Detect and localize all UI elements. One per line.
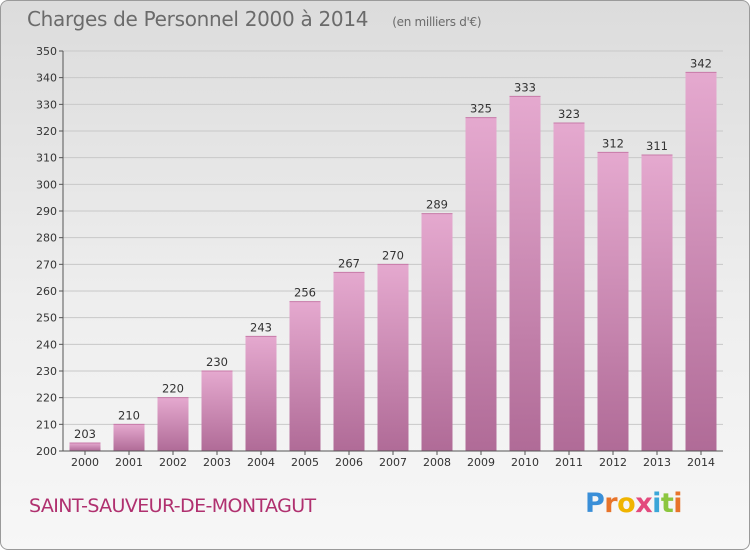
data-label: 333 bbox=[514, 80, 536, 94]
x-tick-label: 2011 bbox=[555, 456, 583, 469]
y-tick-label: 240 bbox=[36, 338, 57, 351]
x-tick-label: 2014 bbox=[687, 456, 715, 469]
y-tick-label: 340 bbox=[36, 72, 57, 85]
y-tick-labels: 200 210 220 230 240 250 260 270 280 290 300 310 320 3… bbox=[36, 45, 57, 458]
y-tick-label: 230 bbox=[36, 365, 57, 378]
data-label: 203 bbox=[74, 427, 96, 441]
bar bbox=[201, 371, 233, 451]
bar bbox=[289, 301, 321, 451]
x-tick-label: 2012 bbox=[599, 456, 627, 469]
y-tick-label: 270 bbox=[36, 258, 57, 271]
bars bbox=[69, 71, 717, 452]
chart-title: Charges de Personnel 2000 à 2014 bbox=[27, 7, 369, 31]
bar bbox=[421, 213, 453, 451]
data-labels: 203 210 220 230 243 256 267 270 289 325 333 323 312 3… bbox=[74, 56, 712, 441]
chart-title-row: Charges de Personnel 2000 à 2014 (en mil… bbox=[27, 7, 482, 31]
logo-letter: i bbox=[652, 488, 661, 519]
data-label: 270 bbox=[382, 248, 404, 262]
x-tick-label: 2000 bbox=[71, 456, 99, 469]
y-tick-label: 330 bbox=[36, 98, 57, 111]
y-tick-label: 210 bbox=[36, 418, 57, 431]
logo-letter: i bbox=[673, 488, 683, 519]
data-label: 312 bbox=[602, 136, 624, 150]
x-tick-label: 2006 bbox=[335, 456, 363, 469]
bar bbox=[157, 397, 189, 451]
bar bbox=[113, 424, 145, 451]
data-label: 342 bbox=[690, 56, 712, 70]
bar bbox=[333, 272, 365, 451]
x-tick-label: 2004 bbox=[247, 456, 275, 469]
data-label: 210 bbox=[118, 408, 140, 422]
bar bbox=[597, 152, 629, 452]
logo-letter: r bbox=[604, 488, 618, 519]
proxiti-logo: Proxiti bbox=[585, 488, 683, 519]
logo-letter: x bbox=[635, 488, 653, 519]
y-tick-label: 200 bbox=[36, 445, 57, 458]
bar bbox=[377, 264, 409, 451]
logo-letter: o bbox=[617, 488, 636, 519]
y-tick-label: 280 bbox=[36, 232, 57, 245]
bar bbox=[685, 72, 717, 451]
data-label: 267 bbox=[338, 256, 360, 270]
bar bbox=[641, 155, 673, 451]
y-tick-label: 320 bbox=[36, 125, 57, 138]
bar bbox=[465, 117, 497, 452]
y-tick-label: 290 bbox=[36, 205, 57, 218]
bar bbox=[553, 123, 585, 451]
data-label: 220 bbox=[162, 382, 184, 396]
bar bbox=[245, 336, 277, 451]
logo-letter: t bbox=[660, 488, 674, 519]
data-label: 243 bbox=[250, 320, 272, 334]
x-tick-label: 2010 bbox=[511, 456, 539, 469]
data-label: 256 bbox=[294, 286, 316, 300]
y-tick-label: 220 bbox=[36, 392, 57, 405]
chart-subtitle: (en milliers d'€) bbox=[392, 15, 482, 29]
x-tick-label: 2003 bbox=[203, 456, 231, 469]
bar bbox=[509, 96, 541, 451]
data-label: 289 bbox=[426, 198, 448, 212]
x-tick-label: 2008 bbox=[423, 456, 451, 469]
x-tick-label: 2013 bbox=[643, 456, 671, 469]
x-tick-label: 2009 bbox=[467, 456, 495, 469]
data-label: 325 bbox=[470, 102, 492, 116]
data-label: 230 bbox=[206, 355, 228, 369]
data-label: 311 bbox=[646, 139, 668, 153]
x-tick-label: 2001 bbox=[115, 456, 143, 469]
y-tick-label: 300 bbox=[36, 178, 57, 191]
x-tick-labels: 2000 2001 2002 2003 2004 2005 2006 2007 2008 2009… bbox=[71, 451, 715, 469]
commune-name: SAINT-SAUVEUR-DE-MONTAGUT bbox=[29, 495, 316, 517]
data-label: 323 bbox=[558, 107, 580, 121]
y-tick-label: 350 bbox=[36, 45, 57, 58]
bar bbox=[69, 443, 101, 451]
y-tick-label: 250 bbox=[36, 312, 57, 325]
logo-letter: P bbox=[585, 488, 605, 519]
x-tick-label: 2007 bbox=[379, 456, 407, 469]
y-tick-label: 310 bbox=[36, 152, 57, 165]
x-tick-label: 2002 bbox=[159, 456, 187, 469]
x-tick-label: 2005 bbox=[291, 456, 319, 469]
y-tick-label: 260 bbox=[36, 285, 57, 298]
